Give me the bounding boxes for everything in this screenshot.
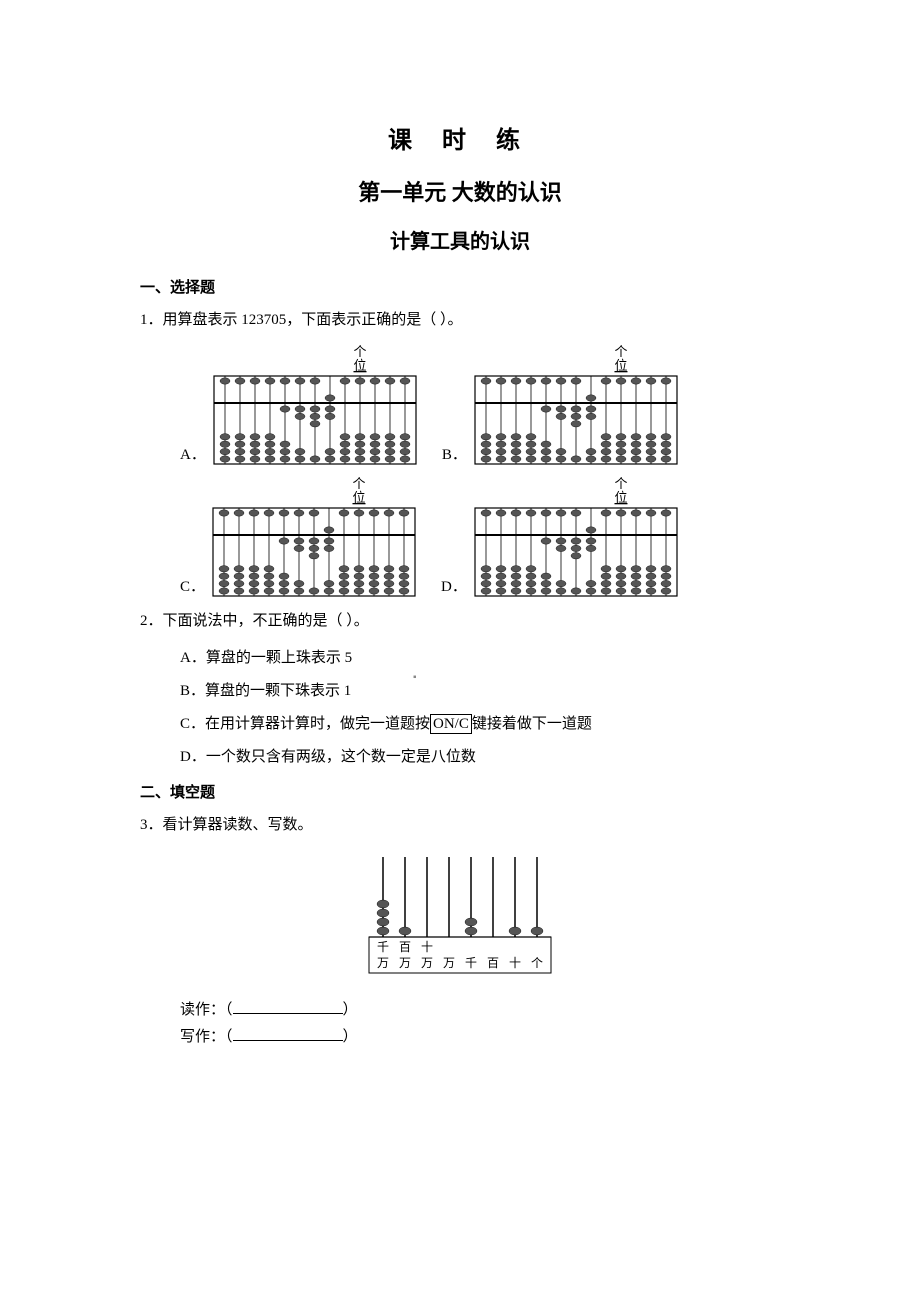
option-a-label: A． (180, 443, 206, 468)
q3-read-line: 读作：（ ） (180, 998, 780, 1019)
page-title: 课 时 练 (140, 120, 780, 155)
q2-option-c: C．在用计算器计算时，做完一道题按ON/C键接着做下一道题 (180, 711, 780, 738)
paren-close-1: ） (343, 1002, 358, 1018)
q2-c-post: 键接着做下一道题 (472, 716, 592, 732)
option-d-label: D． (441, 575, 467, 600)
write-label: 写作：（ (180, 1029, 233, 1045)
svg-text:十: 十 (421, 940, 433, 954)
svg-text:个: 个 (353, 476, 366, 491)
svg-text:位: 位 (614, 358, 627, 373)
abacus-d: 个位 (473, 476, 679, 600)
abacus-a: 个位 (212, 344, 418, 468)
q2-c-pre: C．在用计算器计算时，做完一道题按 (180, 716, 430, 732)
svg-text:万: 万 (421, 956, 433, 970)
read-label: 读作：（ (180, 1002, 233, 1018)
section-2-heading: 二、填空题 (140, 781, 780, 802)
unit-title: 第一单元 大数的认识 (140, 175, 780, 207)
svg-text:百: 百 (399, 940, 411, 954)
svg-text:千: 千 (465, 956, 477, 970)
q3-write-line: 写作：（ ） (180, 1025, 780, 1046)
svg-text:个: 个 (353, 344, 366, 359)
question-3-text: 3．看计算器读数、写数。 (140, 812, 780, 839)
q2-option-a: A．算盘的一颗上珠表示 5 (180, 645, 780, 672)
q1-abacus-options: A． 个位 B． 个位 C． 个位 D． 个位 (180, 344, 780, 600)
abacus-c: 个位 (211, 476, 417, 600)
paren-close-2: ） (343, 1029, 358, 1045)
read-blank (233, 998, 343, 1014)
svg-text:位: 位 (353, 490, 366, 505)
svg-text:千: 千 (377, 940, 389, 954)
svg-text:位: 位 (614, 490, 627, 505)
write-blank (233, 1025, 343, 1041)
onc-key-box: ON/C (430, 714, 472, 734)
svg-text:个: 个 (614, 344, 627, 359)
svg-text:万: 万 (399, 956, 411, 970)
question-1-text: 1．用算盘表示 123705，下面表示正确的是（ ）。 (140, 307, 780, 334)
q2-option-d: D．一个数只含有两级，这个数一定是八位数 (180, 744, 780, 771)
section-1-heading: 一、选择题 (140, 276, 780, 297)
q3-abacus: 千万百万十万 万 千 百 十 个 (140, 853, 780, 984)
question-2-text: 2．下面说法中，不正确的是（ ）。 (140, 608, 780, 635)
lesson-title: 计算工具的认识 (140, 225, 780, 254)
svg-text:位: 位 (353, 358, 366, 373)
option-b-label: B． (442, 443, 467, 468)
svg-text:个: 个 (614, 476, 627, 491)
svg-text:百: 百 (487, 956, 499, 970)
abacus-b: 个位 (473, 344, 679, 468)
svg-text:十: 十 (509, 956, 521, 970)
svg-text:万: 万 (443, 956, 455, 970)
svg-text:个: 个 (531, 956, 543, 970)
option-c-label: C． (180, 575, 205, 600)
svg-text:万: 万 (377, 956, 389, 970)
center-mark-icon: ▪ (413, 672, 417, 683)
q2-option-b: B．算盘的一颗下珠表示 1 (180, 678, 780, 705)
